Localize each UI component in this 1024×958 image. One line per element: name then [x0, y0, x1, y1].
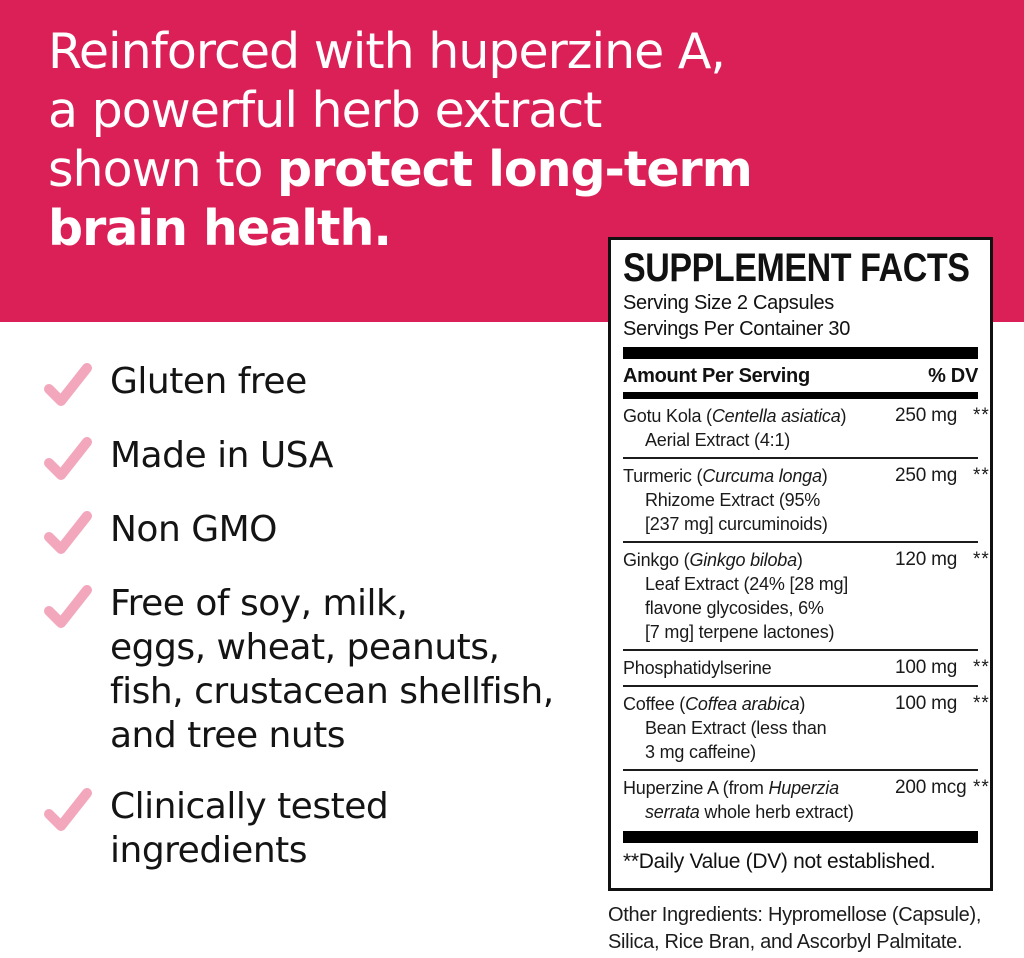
supplement-facts-title: SUPPLEMENT FACTS: [623, 246, 970, 290]
ingredient-amount: 200 mcg: [895, 777, 967, 798]
checklist-item: Clinically tested ingredients: [44, 785, 554, 873]
ingredient-row: Coffee (Coffea arabica) Bean Extract (le…: [623, 685, 989, 769]
ingredient-rows: Gotu Kola (Centella asiatica) Aerial Ext…: [623, 399, 989, 829]
checkmark-icon: [44, 437, 92, 480]
ingredient-dv: **: [973, 777, 990, 798]
servings-per-container: Servings Per Container 30: [623, 318, 851, 340]
headline-bold-text: protect long-term brain health.: [48, 141, 753, 257]
ingredient-row: Huperzine A (from Huperzia serrata whole…: [623, 769, 989, 829]
ingredient-amount: 250 mg: [895, 465, 958, 486]
ingredient-name: Phosphatidylserine: [623, 658, 772, 678]
ingredient-amount: 100 mg: [895, 657, 958, 678]
ingredient-amount: 120 mg: [895, 549, 958, 570]
ingredient-dv: **: [973, 693, 990, 714]
headline: Reinforced with huperzine A, a powerful …: [48, 22, 753, 258]
ingredient-amount: 250 mg: [895, 405, 958, 426]
divider-thick-top: [623, 347, 978, 359]
checkmark-icon: [44, 585, 92, 628]
checklist-item-label: Free of soy, milk, eggs, wheat, peanuts,…: [110, 583, 554, 756]
ingredient-row: Ginkgo (Ginkgo biloba) Leaf Extract (24%…: [623, 541, 989, 649]
ingredient-row: Gotu Kola (Centella asiatica) Aerial Ext…: [623, 399, 989, 457]
ingredient-amount: 100 mg: [895, 693, 958, 714]
supplement-facts-panel: SUPPLEMENT FACTS Serving Size 2 Capsules…: [608, 237, 993, 891]
divider-thick-bottom: [623, 831, 978, 843]
checklist-item-label: Clinically tested ingredients: [110, 786, 389, 871]
checklist-item-label: Made in USA: [110, 435, 333, 476]
ingredient-name: Coffee (Coffea arabica) Bean Extract (le…: [623, 694, 827, 762]
checkmark-icon: [44, 363, 92, 406]
checkmark-icon: [44, 788, 92, 831]
ingredient-dv: **: [973, 657, 990, 678]
checklist-item: Free of soy, milk, eggs, wheat, peanuts,…: [44, 582, 554, 758]
ingredient-name: Gotu Kola (Centella asiatica) Aerial Ext…: [623, 406, 847, 450]
other-ingredients: Other Ingredients: Hypromellose (Capsule…: [608, 904, 982, 953]
checklist-item-label: Gluten free: [110, 361, 307, 402]
ingredient-row: Phosphatidylserine 100 mg **: [623, 649, 989, 685]
ingredient-dv: **: [973, 465, 990, 486]
checklist-item: Non GMO: [44, 508, 554, 555]
checkmark-icon: [44, 511, 92, 554]
percent-dv-header: % DV: [928, 365, 978, 387]
ingredient-name: Huperzine A (from Huperzia serrata whole…: [623, 778, 854, 822]
ingredient-row: Turmeric (Curcuma longa) Rhizome Extract…: [623, 457, 989, 541]
facts-table-header: Amount Per Serving % DV: [623, 359, 978, 392]
amount-per-serving-header: Amount Per Serving: [623, 365, 810, 387]
checklist-item: Made in USA: [44, 434, 554, 481]
ingredient-dv: **: [973, 549, 990, 570]
ingredient-name: Ginkgo (Ginkgo biloba) Leaf Extract (24%…: [623, 550, 849, 642]
divider-medium: [623, 392, 978, 399]
ingredient-dv: **: [973, 405, 990, 426]
serving-size: Serving Size 2 Capsules: [623, 292, 834, 314]
benefits-checklist: Gluten free Made in USA Non GMO: [44, 360, 554, 873]
ingredient-name: Turmeric (Curcuma longa) Rhizome Extract…: [623, 466, 828, 534]
checklist-item-label: Non GMO: [110, 509, 278, 550]
dv-footnote: **Daily Value (DV) not established.: [623, 850, 936, 873]
headline-regular-text: Reinforced with huperzine A, a powerful …: [48, 23, 726, 198]
banner: Reinforced with huperzine A, a powerful …: [0, 0, 1024, 322]
checklist-item: Gluten free: [44, 360, 554, 407]
